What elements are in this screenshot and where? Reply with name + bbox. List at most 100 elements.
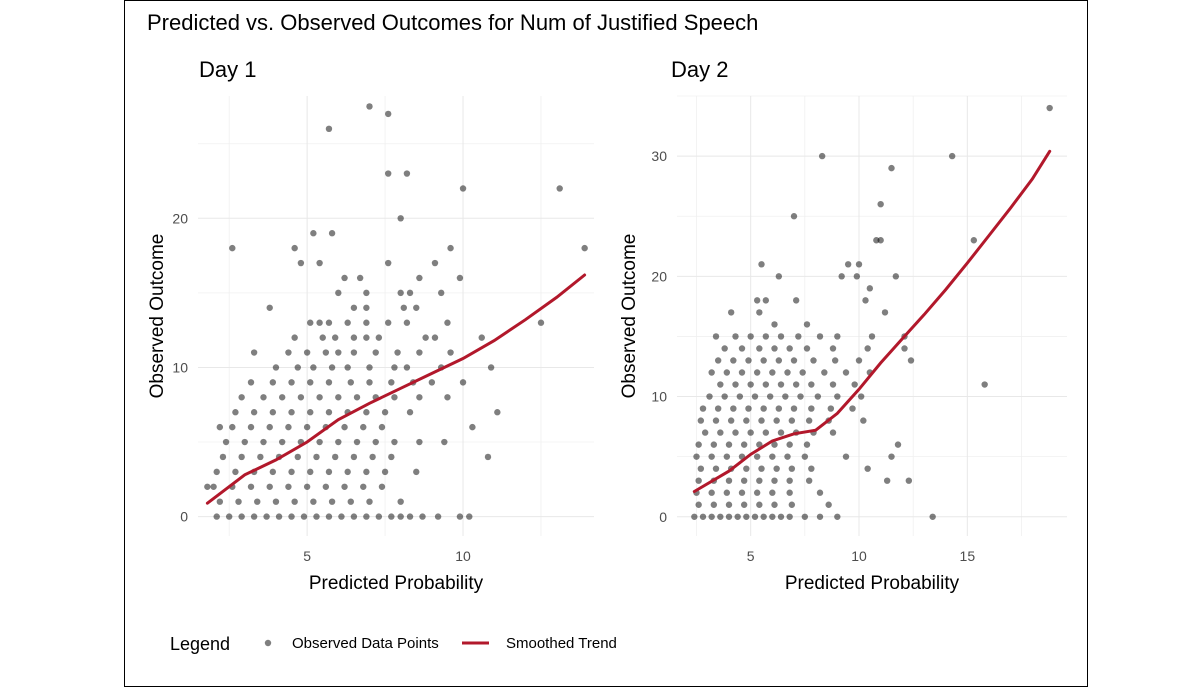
data-point <box>803 441 811 448</box>
data-point <box>288 409 295 416</box>
data-point <box>862 297 869 304</box>
data-point <box>285 483 292 490</box>
data-point <box>834 333 841 340</box>
data-point <box>771 477 778 484</box>
data-point <box>366 379 373 386</box>
data-point <box>855 357 863 364</box>
data-point <box>344 468 351 476</box>
data-point <box>272 498 280 505</box>
data-point <box>771 441 778 448</box>
data-point <box>829 381 837 388</box>
data-point <box>727 309 735 316</box>
data-point <box>792 381 800 388</box>
data-point <box>316 394 323 401</box>
data-point <box>213 468 220 476</box>
figure-title: Predicted vs. Observed Outcomes for Num … <box>147 10 758 35</box>
data-point <box>366 498 373 505</box>
data-point <box>319 334 326 341</box>
data-point <box>723 453 731 460</box>
data-point <box>981 381 988 388</box>
data-point <box>406 289 414 297</box>
data-point <box>303 349 311 356</box>
data-point <box>792 297 800 304</box>
data-point <box>805 417 813 424</box>
data-point <box>907 357 915 364</box>
data-point <box>760 405 767 412</box>
data-point <box>929 513 936 520</box>
data-point <box>238 513 245 520</box>
data-point <box>360 423 367 431</box>
data-point <box>771 501 778 508</box>
data-point <box>307 379 314 386</box>
data-point <box>738 369 746 376</box>
data-point <box>831 357 839 364</box>
panel-title: Day 2 <box>671 57 728 82</box>
data-point <box>771 345 778 352</box>
data-point <box>419 513 426 520</box>
data-point <box>350 304 358 311</box>
data-point <box>328 498 336 505</box>
data-point <box>751 393 759 400</box>
data-point <box>699 405 707 412</box>
data-point <box>866 285 874 292</box>
data-point <box>247 379 255 386</box>
data-point <box>693 453 700 460</box>
data-point <box>892 273 900 280</box>
data-point <box>556 185 563 192</box>
data-point <box>291 498 298 505</box>
data-point <box>771 321 778 328</box>
data-point <box>269 379 277 386</box>
data-point <box>222 438 230 446</box>
data-point <box>851 381 858 388</box>
data-point <box>795 333 802 340</box>
data-point <box>328 364 336 371</box>
data-point <box>232 409 239 416</box>
data-point <box>695 441 702 448</box>
data-point <box>372 438 379 446</box>
data-point <box>381 409 389 416</box>
data-point <box>775 273 783 280</box>
legend-label-points: Observed Data Points <box>292 635 439 652</box>
data-point <box>300 513 308 520</box>
data-point <box>316 259 323 267</box>
data-point <box>894 441 902 448</box>
data-point <box>786 513 793 520</box>
data-point <box>403 170 411 177</box>
data-point <box>219 453 227 461</box>
data-point <box>712 465 720 472</box>
data-point <box>758 417 765 424</box>
data-point <box>743 513 750 520</box>
data-point <box>303 423 311 431</box>
data-point <box>773 417 780 424</box>
data-point <box>717 381 724 388</box>
data-point <box>416 438 423 446</box>
data-point <box>247 423 255 431</box>
data-point <box>406 513 414 520</box>
data-point <box>708 513 715 520</box>
data-point <box>441 438 448 446</box>
data-point <box>691 513 698 520</box>
data-point <box>285 349 292 356</box>
data-point <box>285 423 292 431</box>
data-point <box>385 319 392 326</box>
data-point <box>416 394 423 401</box>
data-point <box>730 357 737 364</box>
data-point <box>344 364 351 371</box>
data-point <box>758 465 765 472</box>
data-point <box>216 423 224 431</box>
data-point <box>948 152 956 160</box>
data-point <box>394 349 401 356</box>
y-tick-label: 0 <box>180 509 188 525</box>
data-point <box>297 259 305 267</box>
data-point <box>756 309 763 316</box>
data-point <box>254 498 261 505</box>
data-point <box>347 379 354 386</box>
data-point <box>825 501 832 508</box>
data-point <box>710 501 718 508</box>
data-point <box>466 513 473 520</box>
data-point <box>338 513 345 520</box>
x-axis-title: Predicted Probability <box>785 573 960 594</box>
data-point <box>725 501 733 508</box>
data-point <box>849 405 856 412</box>
data-point <box>363 289 370 297</box>
